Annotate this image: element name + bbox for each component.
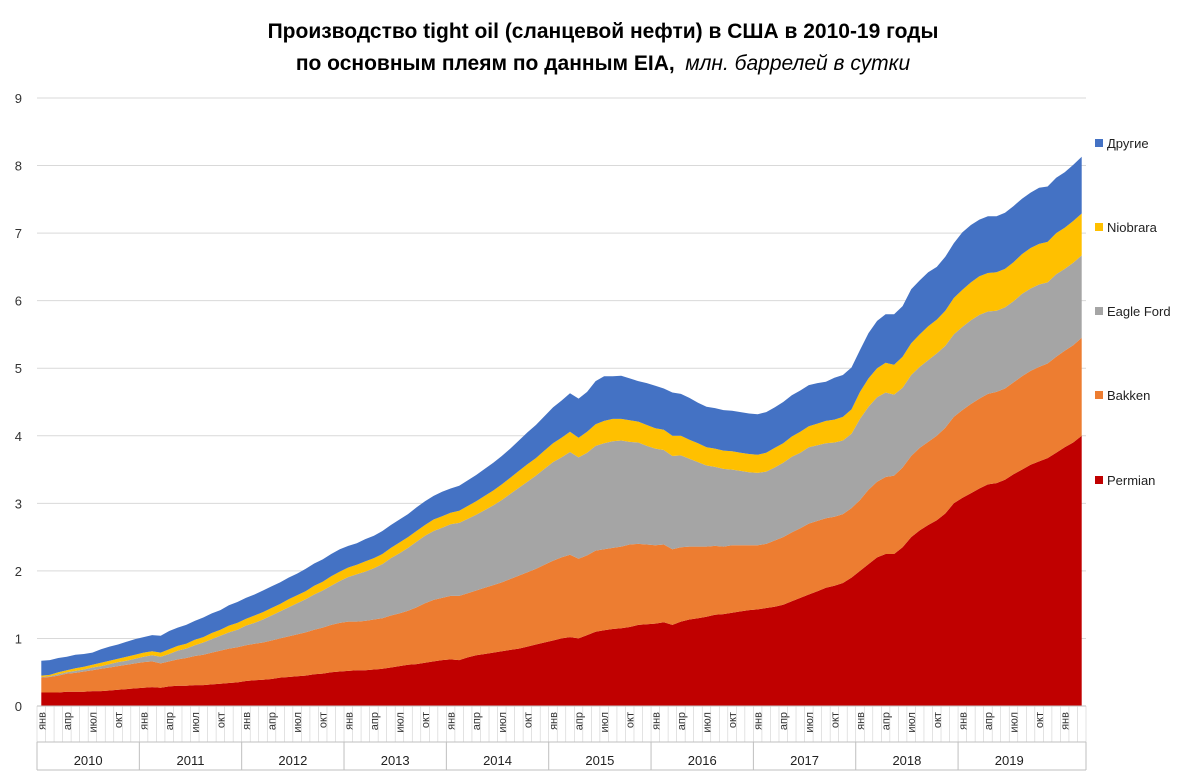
month-label: апр: [62, 712, 74, 730]
area-permian: [41, 435, 1082, 706]
legend-swatch: [1095, 476, 1103, 484]
area-bakken: [41, 337, 1082, 693]
month-label: янв: [650, 712, 662, 730]
month-label: июл: [702, 712, 714, 733]
year-label: 2011: [177, 753, 205, 768]
y-tick-label: 1: [15, 631, 22, 646]
y-tick-label: 0: [15, 699, 22, 714]
month-label: окт: [829, 712, 841, 728]
area-series: [41, 156, 1082, 706]
year-label: 2010: [74, 753, 103, 768]
y-tick-label: 6: [15, 294, 22, 309]
chart-title-unit: млн. баррелей в сутки: [685, 52, 910, 75]
chart-title-line-2: по основным плеям по данным EIA, млн. ба…: [296, 52, 911, 75]
y-tick-label: 8: [15, 159, 22, 174]
month-label: апр: [471, 712, 483, 730]
year-label: 2017: [790, 753, 819, 768]
y-tick-label: 9: [15, 91, 22, 106]
legend-label: Niobrara: [1107, 220, 1158, 235]
y-tick-label: 2: [15, 564, 22, 579]
area-eagle-ford: [41, 255, 1082, 678]
month-label: апр: [983, 712, 995, 730]
month-label: янв: [957, 712, 969, 730]
chart-title-line-1: Производство tight oil (сланцевой нефти)…: [268, 20, 939, 43]
month-label: янв: [36, 712, 48, 730]
legend-swatch: [1095, 223, 1103, 231]
month-label: янв: [753, 712, 765, 730]
y-tick-label: 7: [15, 226, 22, 241]
month-label: июл: [190, 712, 202, 733]
month-label: апр: [778, 712, 790, 730]
month-label: янв: [548, 712, 560, 730]
month-label: окт: [932, 712, 944, 728]
chart-title-line-2-main: по основным плеям по данным EIA,: [296, 52, 675, 75]
month-label: окт: [727, 712, 739, 728]
month-label: июл: [395, 712, 407, 733]
month-label: янв: [241, 712, 253, 730]
month-label: янв: [855, 712, 867, 730]
month-label: июл: [87, 712, 99, 733]
legend-label: Bakken: [1107, 388, 1150, 403]
gridlines: [37, 97, 1086, 639]
month-label: июл: [804, 712, 816, 733]
x-axis: янв апр июл окт янв апр июл окт янв апр июл окт янв а…: [36, 705, 1087, 771]
year-label: 2015: [585, 753, 614, 768]
year-label: 2016: [688, 753, 717, 768]
legend: Другие Niobrara Eagle Ford Bakken Permian: [1095, 136, 1171, 488]
year-label: 2012: [278, 753, 307, 768]
month-label: апр: [881, 712, 893, 730]
month-label: апр: [574, 712, 586, 730]
y-tick-label: 4: [15, 429, 22, 444]
month-label: янв: [343, 712, 355, 730]
month-label: апр: [369, 712, 381, 730]
legend-swatch: [1095, 139, 1103, 147]
year-label: 2013: [381, 753, 410, 768]
area-niobrara: [41, 213, 1082, 677]
month-label: окт: [420, 712, 432, 728]
month-label: окт: [215, 712, 227, 728]
legend-swatch: [1095, 307, 1103, 315]
legend-swatch: [1095, 391, 1103, 399]
month-label: янв: [446, 712, 458, 730]
month-label: янв: [139, 712, 151, 730]
month-label: окт: [522, 712, 534, 728]
month-label: окт: [1034, 712, 1046, 728]
y-tick-label: 5: [15, 361, 22, 376]
y-axis: 0 1 2 3 4 5 6 7 8 9: [15, 91, 22, 714]
month-label: апр: [267, 712, 279, 730]
year-label: 2014: [483, 753, 512, 768]
year-label: 2019: [995, 753, 1024, 768]
y-tick-label: 3: [15, 496, 22, 511]
month-label: окт: [318, 712, 330, 728]
legend-label: Permian: [1107, 473, 1155, 488]
month-label: июл: [599, 712, 611, 733]
month-label: апр: [676, 712, 688, 730]
legend-label: Другие: [1107, 136, 1149, 151]
month-label: июл: [497, 712, 509, 733]
month-label: окт: [625, 712, 637, 728]
year-label: 2018: [892, 753, 921, 768]
legend-label: Eagle Ford: [1107, 304, 1171, 319]
area-другие: [41, 156, 1082, 676]
month-label: июл: [292, 712, 304, 733]
month-label: янв: [1060, 712, 1072, 730]
month-label: июл: [1009, 712, 1021, 733]
month-label: окт: [113, 712, 125, 728]
month-label: апр: [164, 712, 176, 730]
month-label: июл: [906, 712, 918, 733]
